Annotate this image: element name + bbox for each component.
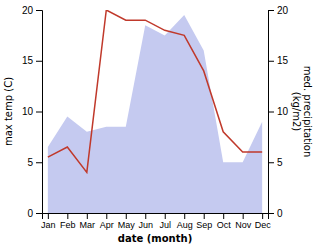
tick: 20 [22, 5, 42, 16]
tick: Jun [139, 213, 154, 230]
y-axis: 0 5 10 15 20 [22, 5, 43, 219]
tick: 20 [268, 5, 289, 16]
tick-mark [184, 213, 185, 219]
tick: 15 [22, 55, 42, 66]
tick-label: Jul [159, 220, 171, 230]
tick-label: 20 [22, 5, 34, 16]
x-axis: Jan Feb Mar Apr MayJun Jul AugSep OctNovDec [41, 213, 271, 230]
tick-label: 0 [27, 208, 33, 219]
tick: Apr [100, 213, 114, 230]
marks [48, 10, 262, 213]
tick-mark [268, 61, 274, 62]
tick-label: Sep [196, 220, 212, 230]
tick: Dec [255, 213, 272, 230]
tick-label: 5 [277, 157, 283, 168]
tick-label: Mar [80, 220, 96, 230]
tick-label: 10 [277, 106, 289, 117]
tick-mark [126, 213, 127, 219]
tick-mark [204, 213, 205, 219]
tick-mark [243, 213, 244, 219]
line [48, 10, 262, 172]
tick-label: Aug [177, 220, 193, 230]
tick-mark [268, 213, 274, 214]
tick-label: Jun [139, 220, 154, 230]
tick-mark [268, 10, 274, 11]
tick-mark [36, 10, 42, 11]
y2-axis: 0 5 10 15 20 [268, 5, 289, 219]
chart: Jan Feb Mar Apr MayJun Jul AugSep OctNovDec 0 5 10… [0, 0, 318, 247]
tick: 10 [22, 106, 42, 117]
tick-mark [36, 112, 42, 113]
tick-mark [145, 213, 146, 219]
tick: 5 [268, 157, 283, 168]
tick-mark [87, 213, 88, 219]
axis-line [43, 214, 269, 220]
tick-mark [106, 213, 107, 219]
tick-label: Nov [235, 220, 252, 230]
tick: Oct [217, 213, 232, 230]
tick: May [118, 213, 136, 230]
tick: 0 [268, 208, 283, 219]
tick: Jul [159, 213, 171, 230]
tick-label: Jan [41, 220, 56, 230]
tick: 15 [268, 55, 289, 66]
tick: Nov [235, 213, 252, 230]
tick-mark [36, 162, 42, 163]
tick: 10 [268, 106, 289, 117]
tick: Aug [177, 213, 193, 230]
tick: Jan [41, 213, 56, 230]
tick-mark [48, 213, 49, 219]
axis-line [36, 11, 43, 214]
x-axis-title: date (month) [118, 233, 192, 244]
y-axis-title: max temp (C) [3, 77, 14, 146]
tick: 5 [27, 157, 42, 168]
tick-label: 15 [22, 55, 34, 66]
tick-mark [268, 112, 274, 113]
tick-mark [67, 213, 68, 219]
tick-label: 20 [277, 5, 289, 16]
tick-label: 15 [277, 55, 289, 66]
tick-label: Dec [255, 220, 272, 230]
tick-mark [36, 213, 42, 214]
area [48, 15, 262, 213]
tick: Sep [196, 213, 212, 230]
tick-label: 10 [22, 106, 34, 117]
y2-axis-title: med. precipitation(kg/m2) [291, 66, 313, 158]
tick: 0 [27, 208, 42, 219]
tick: Feb [60, 213, 76, 230]
axis-line [269, 11, 275, 214]
tick-label: Oct [217, 220, 232, 230]
tick-mark [36, 61, 42, 62]
tick-mark [268, 162, 274, 163]
tick-label: 5 [27, 157, 33, 168]
tick-mark [262, 213, 263, 219]
plot: Jan Feb Mar Apr MayJun Jul AugSep OctNovDec 0 5 10… [22, 5, 289, 231]
tick-label: May [118, 220, 136, 230]
tick-label: Feb [60, 220, 76, 230]
tick-label: Apr [100, 220, 114, 230]
tick-mark [223, 213, 224, 219]
tick-mark [165, 213, 166, 219]
tick-label: 0 [277, 208, 283, 219]
tick: Mar [80, 213, 96, 230]
